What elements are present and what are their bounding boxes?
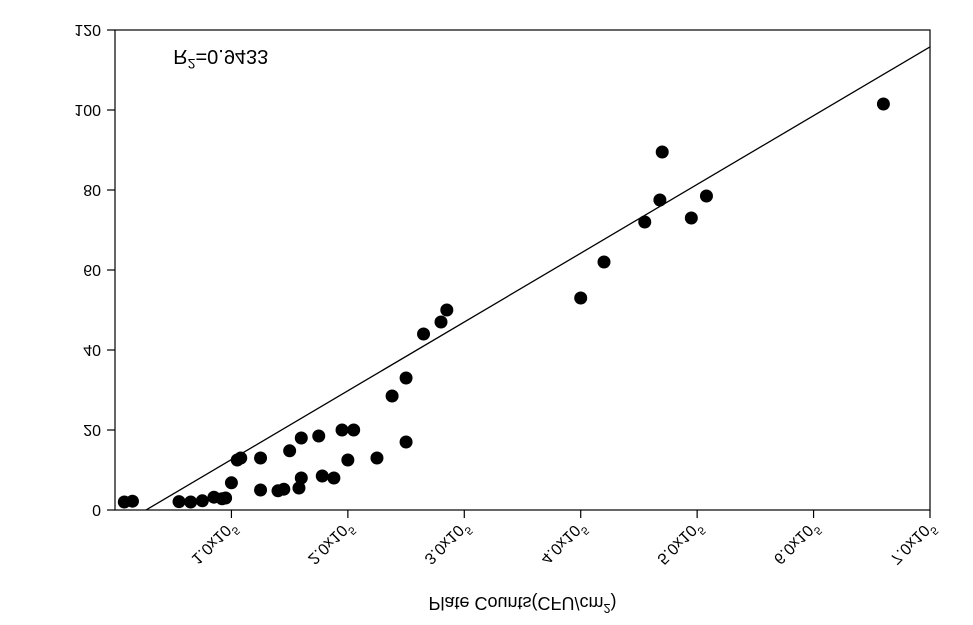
svg-text:0: 0 [92,501,101,518]
svg-text:Plate Counts(CFU/cm2): Plate Counts(CFU/cm2) [428,593,616,615]
svg-text:80: 80 [83,181,101,198]
svg-text:120: 120 [74,21,101,38]
scatter-chart: 0204060801001201.0x1052.0x1053.0x1054.0x… [0,0,973,625]
svg-text:40: 40 [83,341,101,358]
svg-text:20: 20 [83,421,101,438]
svg-text:100: 100 [74,101,101,118]
svg-text:60: 60 [83,261,101,278]
